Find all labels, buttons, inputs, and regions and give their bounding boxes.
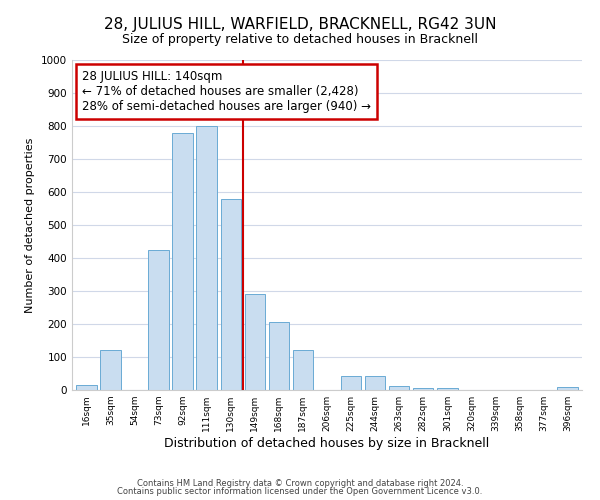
- Bar: [557, 388, 578, 390]
- Bar: [389, 386, 409, 390]
- Bar: [341, 376, 361, 390]
- Bar: [221, 198, 241, 390]
- Text: 28 JULIUS HILL: 140sqm
← 71% of detached houses are smaller (2,428)
28% of semi-: 28 JULIUS HILL: 140sqm ← 71% of detached…: [82, 70, 371, 113]
- Bar: [413, 388, 433, 390]
- Bar: [245, 294, 265, 390]
- Bar: [196, 126, 217, 390]
- Bar: [172, 132, 193, 390]
- Text: 28, JULIUS HILL, WARFIELD, BRACKNELL, RG42 3UN: 28, JULIUS HILL, WARFIELD, BRACKNELL, RG…: [104, 18, 496, 32]
- Bar: [365, 376, 385, 390]
- Bar: [100, 350, 121, 390]
- Text: Size of property relative to detached houses in Bracknell: Size of property relative to detached ho…: [122, 32, 478, 46]
- Bar: [293, 350, 313, 390]
- Y-axis label: Number of detached properties: Number of detached properties: [25, 138, 35, 312]
- Bar: [437, 388, 458, 390]
- X-axis label: Distribution of detached houses by size in Bracknell: Distribution of detached houses by size …: [164, 437, 490, 450]
- Text: Contains public sector information licensed under the Open Government Licence v3: Contains public sector information licen…: [118, 487, 482, 496]
- Bar: [76, 385, 97, 390]
- Bar: [269, 322, 289, 390]
- Text: Contains HM Land Registry data © Crown copyright and database right 2024.: Contains HM Land Registry data © Crown c…: [137, 478, 463, 488]
- Bar: [148, 250, 169, 390]
